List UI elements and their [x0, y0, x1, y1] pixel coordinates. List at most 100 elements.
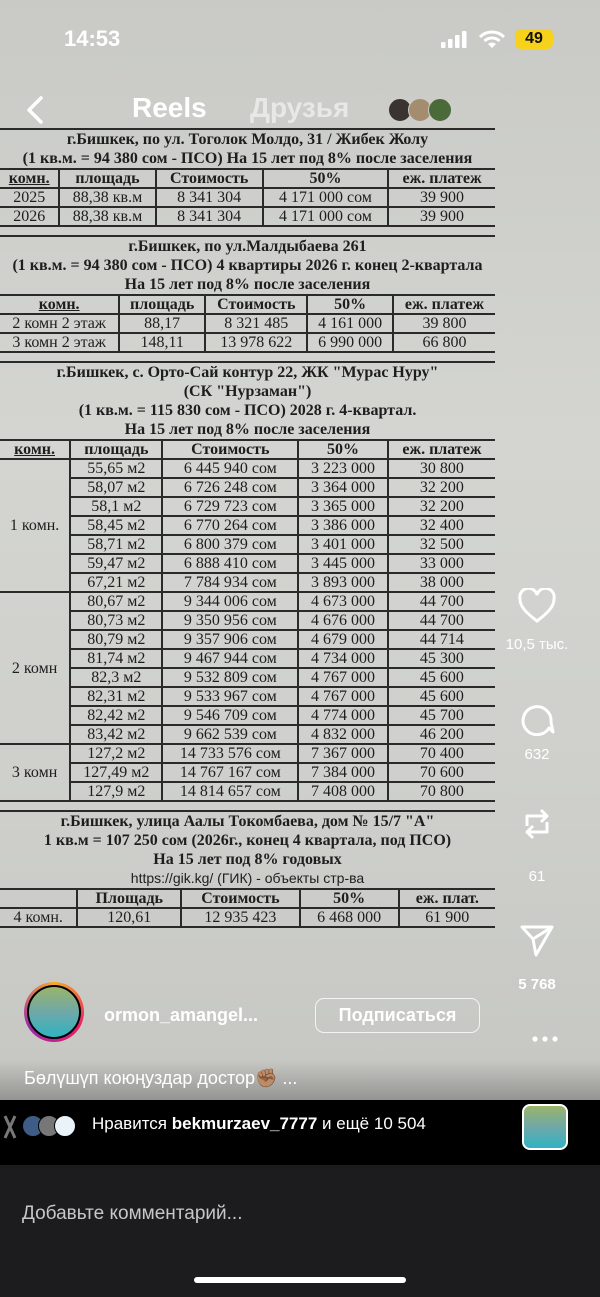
table-cell: 44 714	[386, 629, 495, 650]
audio-thumbnail[interactable]	[522, 1104, 568, 1150]
table-cell: 82,3 м2	[70, 667, 164, 688]
table-row: 3 комн 127,2 м2 14 733 576 сом 7 367 000 70 …	[0, 743, 495, 802]
table-row: 81,74 м2 9 467 944 сом 4 734 000 45 300	[0, 648, 495, 669]
table-cell: 61 900	[397, 907, 495, 928]
table-row: 58,1 м2 6 729 723 сом 3 365 000 32 200	[0, 496, 495, 517]
room-group-label: 2 комн	[0, 591, 72, 745]
table-cell: 3 комн 2 этаж	[0, 332, 121, 353]
table-cell: 45 600	[386, 686, 495, 707]
section4-subtitle: 1 кв.м = 107 250 сом (2026г., конец 4 кв…	[43, 832, 452, 849]
table-cell: 58,71 м2	[70, 534, 164, 555]
section4-title: г.Бишкек, улица Аалы Токомбаева, дом № 1…	[60, 813, 435, 830]
repost-button[interactable]: 61	[502, 806, 572, 885]
liked-by-suffix: и ещё 10 504	[317, 1114, 426, 1133]
table-cell: 81,74 м2	[70, 648, 164, 669]
table-cell: 33 000	[386, 553, 495, 574]
table-cell: 3 893 000	[297, 572, 389, 593]
table-cell: 3 365 000	[297, 496, 389, 517]
table-cell: 32 200	[386, 477, 495, 498]
friend-avatar	[428, 98, 452, 122]
comment-button[interactable]: 632	[502, 700, 572, 763]
table-cell: 120,61	[76, 907, 183, 928]
column-header: 50%	[297, 439, 389, 460]
table-cell: 66 800	[391, 332, 495, 353]
table-cell: 32 200	[386, 496, 495, 517]
section3-subtitle: (1 кв.м. = 115 830 сом - ПСО) 2028 г. 4-…	[78, 402, 417, 419]
table-cell: 44 700	[386, 610, 495, 631]
table-cell: 6 770 264 сом	[161, 515, 300, 536]
column-header: еж. платеж	[391, 294, 495, 315]
table-cell: 80,67 м2	[69, 591, 164, 612]
table-cell: 9 350 956 сом	[161, 610, 300, 631]
more-options-icon[interactable]	[532, 1036, 558, 1042]
section2-table: комн. площадь Стоимость 50% еж. платеж 2 комн…	[0, 294, 495, 353]
table-row: 58,07 м2 6 726 248 сом 3 364 000 32 200	[0, 477, 495, 498]
column-header: еж. платеж	[387, 168, 495, 189]
table-row: 2025 88,38 кв.м 8 341 304 4 171 000 сом 39 9…	[0, 187, 495, 208]
table-cell: 4 171 000 сом	[261, 187, 390, 208]
table-cell: 59,47 м2	[70, 553, 164, 574]
comment-bar: Добавьте комментарий...	[0, 1165, 600, 1297]
column-header: Стоимость	[204, 294, 309, 315]
table-cell: 9 467 944 сом	[161, 648, 300, 669]
room-group-label: 1 комн.	[0, 458, 72, 593]
table-cell: 39 900	[387, 206, 495, 227]
table-cell: 4 734 000	[297, 648, 389, 669]
table-cell: 80,79 м2	[70, 629, 164, 650]
share-button[interactable]: 5 768	[502, 922, 572, 993]
table-cell: 82,31 м2	[70, 686, 164, 707]
section1-title: г.Бишкек, по ул. Тоголок Молдо, 31 / Жиб…	[66, 131, 429, 148]
home-indicator	[194, 1277, 406, 1283]
header-row: комн. площадь Стоимость 50% еж. платеж	[0, 168, 495, 189]
status-bar: 14:53 49	[0, 0, 600, 60]
header-row: комн. площадь Стоимость 50% еж. платеж	[0, 439, 495, 460]
table-cell: 3 364 000	[297, 477, 389, 498]
column-header: площадь	[118, 294, 207, 315]
column-header: Стоимость	[180, 888, 301, 909]
table-row: 82,3 м2 9 532 809 сом 4 767 000 45 600	[0, 667, 495, 688]
follow-button[interactable]: Подписаться	[315, 998, 480, 1033]
table-cell: 3 223 000	[297, 458, 389, 479]
section4-terms: На 15 лет под 8% годовых	[153, 851, 342, 868]
table-row: 2026 88,38 кв.м 8 341 304 4 171 000 сом 39 9…	[0, 206, 495, 227]
like-button[interactable]: 10,5 тыс.	[502, 586, 572, 653]
liked-by-text[interactable]: Нравится bekmurzaev_7777 и ещё 10 504	[92, 1114, 426, 1134]
table-row: 58,45 м2 6 770 264 сом 3 386 000 32 400	[0, 515, 495, 536]
table-cell: 88,17	[118, 313, 207, 334]
send-icon	[520, 925, 554, 957]
comment-input[interactable]: Добавьте комментарий...	[22, 1203, 243, 1224]
repost-count: 61	[528, 868, 546, 885]
table-cell: 9 532 809 сом	[161, 667, 300, 688]
reel-video-document-photo[interactable]: г.Бишкек, по ул. Тоголок Молдо, 31 / Жиб…	[0, 0, 600, 1100]
table-row: 80,79 м2 9 357 906 сом 4 679 000 44 714	[0, 629, 495, 650]
table-cell: 70 600	[386, 762, 495, 783]
cellular-signal-icon	[441, 31, 467, 48]
like-count: 10,5 тыс.	[505, 636, 569, 653]
table-cell: 6 888 410 сом	[161, 553, 300, 574]
table-row: 3 комн 2 этаж 148,11 13 978 622 6 990 000 66…	[0, 332, 495, 353]
author-avatar[interactable]	[24, 982, 84, 1042]
table-cell: 7 367 000	[297, 743, 389, 764]
table-cell: 45 300	[386, 648, 495, 669]
liked-by-user[interactable]: bekmurzaev_7777	[171, 1114, 318, 1133]
table-cell: 14 767 167 сом	[161, 762, 300, 783]
section1-table: комн. площадь Стоимость 50% еж. платеж 2025 88…	[0, 168, 495, 227]
table-cell: 2026	[0, 206, 61, 227]
table-cell: 4 774 000	[297, 705, 389, 726]
tab-friends[interactable]: Друзья	[250, 92, 350, 123]
wifi-icon	[479, 30, 505, 48]
likes-bar: Нравится bekmurzaev_7777 и ещё 10 504	[0, 1100, 600, 1165]
table-cell: 9 344 006 сом	[161, 591, 300, 612]
column-header: 50%	[306, 294, 394, 315]
table-cell: 8 341 304	[154, 187, 264, 208]
table-cell: 9 357 906 сом	[161, 629, 300, 650]
liked-by-prefix: Нравится	[92, 1114, 172, 1133]
table-cell: 30 800	[386, 458, 495, 479]
section3-developer: (СК "Нурзаман")	[183, 383, 312, 400]
caption[interactable]: Бөлүшүп коюңуздар достор✊🏽 ...	[24, 1068, 298, 1088]
back-button[interactable]	[26, 96, 44, 124]
column-header: площадь	[69, 439, 164, 460]
author-username[interactable]: ormon_amangel...	[104, 1005, 259, 1025]
tab-reels[interactable]: Reels	[132, 92, 207, 123]
table-row: 82,42 м2 9 546 709 сом 4 774 000 45 700	[0, 705, 495, 726]
